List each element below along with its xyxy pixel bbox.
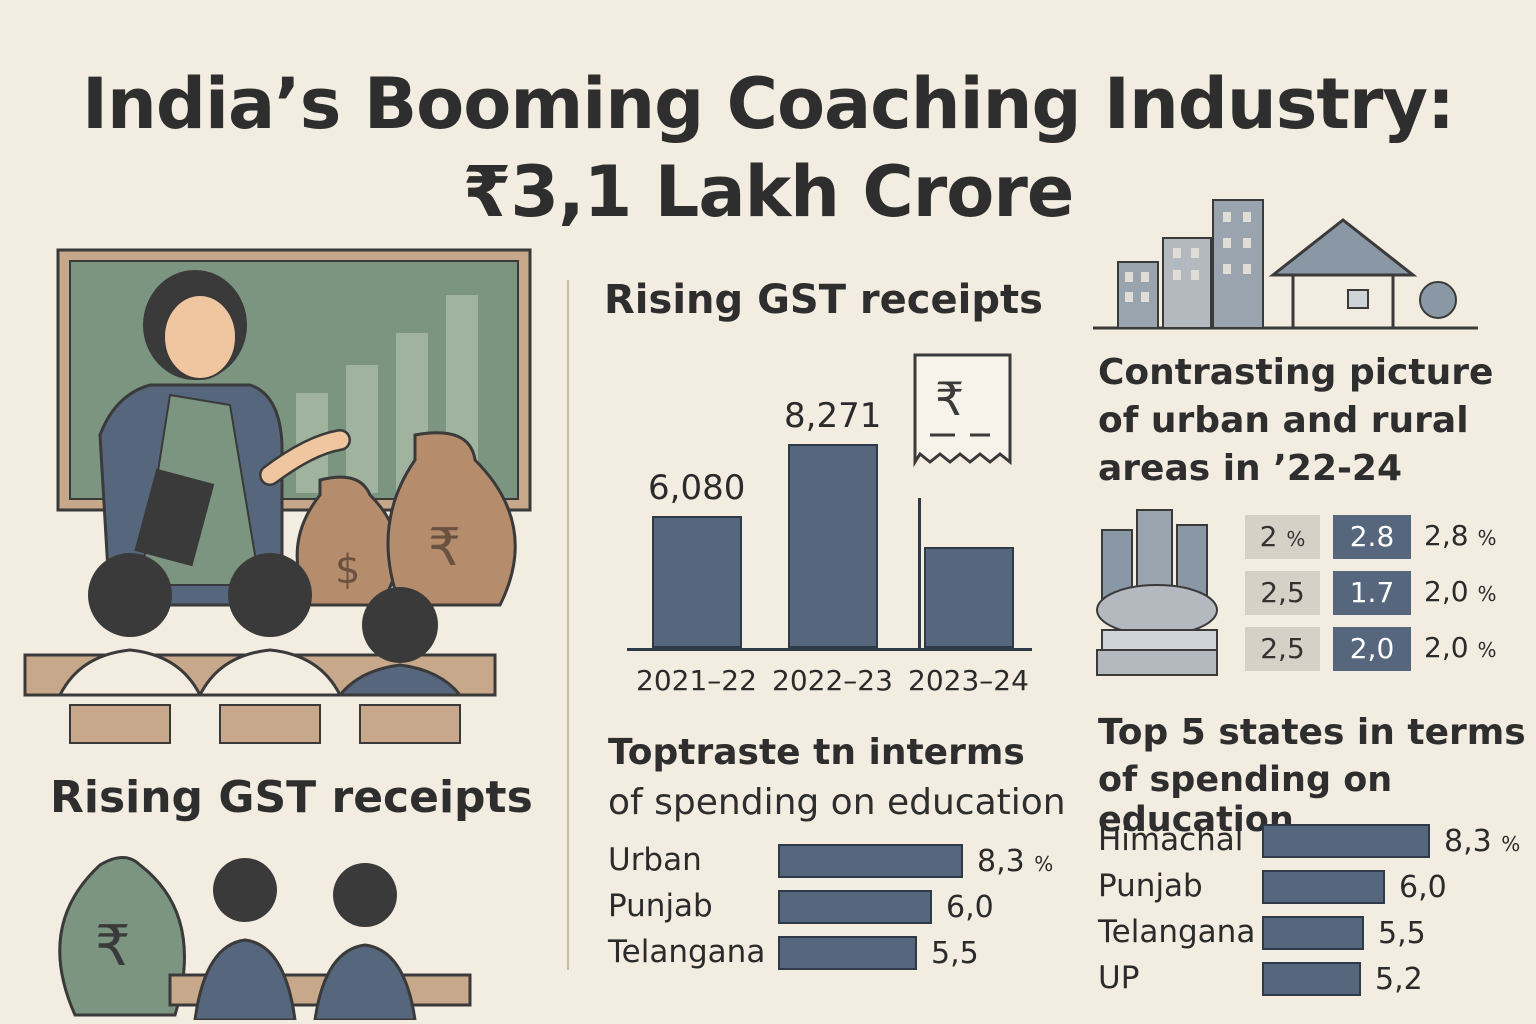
state-row-label: UP: [1098, 960, 1140, 996]
middle-row-value: 8,3 %: [977, 844, 1054, 879]
middle-row-label: Punjab: [608, 888, 713, 924]
urban-rural-heading-1: Contrasting picture: [1098, 352, 1494, 393]
state-row-value: 5,5: [1378, 916, 1426, 951]
left-heading: Rising GST receipts: [50, 772, 533, 823]
rupee-receipt-icon: ₹: [913, 353, 1012, 468]
gst-value-label: 8,271: [784, 396, 882, 436]
urban-rural-heading-2: of urban and rural: [1098, 400, 1469, 441]
students-money-illustration: ₹: [58, 856, 472, 1020]
gst-category-label: 2022–23: [772, 664, 893, 697]
unit-label: %: [1501, 832, 1521, 856]
middle-row-bar: [778, 844, 963, 878]
middle-row-label: Urban: [608, 842, 702, 878]
state-row-label: Telangana: [1098, 914, 1256, 950]
middle-row-bar: [778, 936, 917, 970]
table-cell-c: 2,8 %: [1424, 519, 1497, 552]
table-cell-b: 1.7: [1333, 571, 1411, 615]
table-cell-c: 2,0 %: [1424, 631, 1497, 664]
unit-label: %: [1477, 638, 1497, 662]
classroom-illustration: $ ₹: [23, 248, 532, 744]
top-states-heading-1: Top 5 states in terms: [1098, 712, 1526, 753]
state-row-bar: [1262, 916, 1364, 950]
gst-category-label: 2023–24: [908, 664, 1029, 697]
unit-label: %: [1477, 526, 1497, 550]
page-title: India’s Booming Coaching Industry:: [81, 63, 1455, 145]
gst-bar-chart: 6,080 2021–22 8,271 2022–23 2023–24: [622, 380, 1042, 700]
state-row-bar: [1262, 962, 1361, 996]
table-cell-c: 2,0 %: [1424, 575, 1497, 608]
state-row-value: 8,3 %: [1444, 824, 1521, 859]
column-divider: [567, 280, 569, 970]
middle-row-bar: [778, 890, 932, 924]
urban-rural-heading-3: areas in ’22-24: [1098, 448, 1403, 489]
gst-category-label: 2021–22: [636, 664, 757, 697]
chart-baseline: [627, 648, 1032, 651]
gst-heading: Rising GST receipts: [604, 277, 1043, 323]
top-states-heading-2: of spending on education: [1098, 760, 1393, 840]
state-row-value: 6,0: [1399, 870, 1447, 905]
gst-bar: [788, 444, 878, 648]
city-books-illustration: [1096, 509, 1218, 676]
state-row-label: Punjab: [1098, 868, 1203, 904]
state-row-label: Himachal: [1098, 822, 1244, 858]
city-village-illustration: [1093, 199, 1478, 330]
unit-label: %: [1286, 527, 1306, 551]
table-cell-a: 2,5: [1245, 571, 1320, 615]
svg-text:$: $: [335, 547, 360, 593]
state-row-bar: [1262, 824, 1430, 858]
table-cell-b: 2.8: [1333, 515, 1411, 559]
middle-row-value: 6,0: [946, 890, 994, 925]
gst-bar: [924, 547, 1014, 648]
middle-row-label: Telangana: [608, 934, 766, 970]
middle-row-value: 5,5: [931, 936, 979, 971]
middle-list-heading-1: Toptraste tn interms: [608, 732, 1025, 773]
state-row-value: 5,2: [1375, 962, 1423, 997]
gst-bar: [652, 516, 742, 648]
chart-stem: [918, 498, 921, 648]
middle-list-heading-2: of spending on education: [608, 782, 1066, 823]
table-cell-a: 2,5: [1245, 627, 1320, 671]
svg-text:₹: ₹: [935, 372, 964, 426]
unit-label: %: [1034, 852, 1054, 876]
svg-text:₹: ₹: [428, 518, 461, 578]
page-subtitle: ₹3,1 Lakh Crore: [462, 151, 1075, 233]
table-cell-b: 2,0: [1333, 627, 1411, 671]
table-cell-a: 2 %: [1245, 515, 1320, 559]
unit-label: %: [1477, 582, 1497, 606]
svg-text:₹: ₹: [95, 914, 131, 979]
gst-value-label: 6,080: [648, 468, 746, 508]
state-row-bar: [1262, 870, 1385, 904]
